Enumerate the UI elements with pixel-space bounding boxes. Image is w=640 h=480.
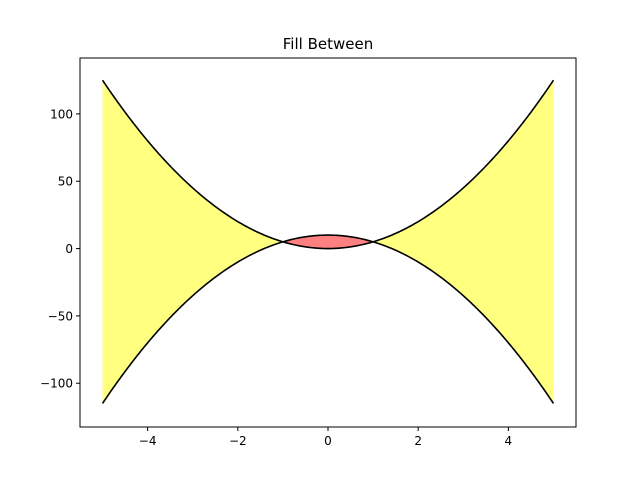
y-tick-label: 100: [50, 107, 73, 121]
x-tick-label: 2: [414, 434, 422, 448]
chart-title: Fill Between: [283, 35, 373, 53]
fill-region-inner: [282, 235, 374, 249]
plot-area: [101, 79, 555, 404]
y-tick-label: 50: [58, 175, 73, 189]
x-tick-label: 0: [324, 434, 332, 448]
x-tick-label: −2: [229, 434, 247, 448]
y-tick-label: 0: [65, 242, 73, 256]
y-axis: −100 −50 0 50 100: [40, 107, 80, 391]
x-tick-label: −4: [139, 434, 157, 448]
y-tick-label: −100: [40, 377, 73, 391]
x-tick-label: 4: [505, 434, 513, 448]
upper-curve: [101, 79, 555, 250]
y-tick-label: −50: [48, 309, 73, 323]
lower-curve: [101, 234, 555, 404]
fill-region-outer: [373, 80, 554, 404]
x-axis: −4 −2 0 2 4: [139, 427, 512, 448]
axes-frame: [79, 57, 577, 428]
fill-region-outer: [102, 80, 283, 404]
